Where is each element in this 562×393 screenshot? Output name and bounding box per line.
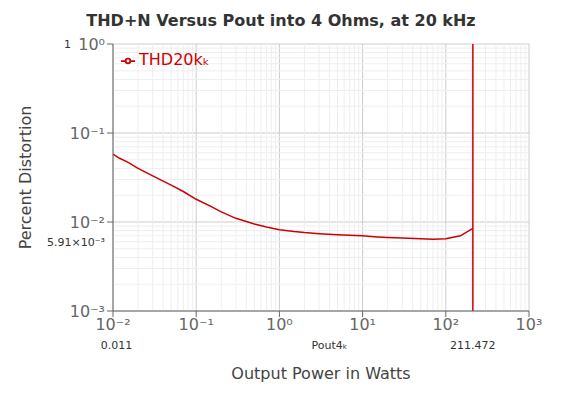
html-text:THD+N Versus Pout into 4 Ohms,: THD+N Versus Pout into 4 Ohms, at 20 kHz (86, 11, 476, 30)
svg-text:10²: 10² (432, 315, 459, 334)
svg-text:10⁻¹: 10⁻¹ (70, 124, 105, 143)
svg-text:10⁻¹: 10⁻¹ (179, 315, 214, 334)
svg-text:5.91×10⁻³: 5.91×10⁻³ (47, 236, 105, 249)
svg-text:10⁻²: 10⁻² (95, 315, 131, 335)
svg-text:0.011: 0.011 (101, 339, 133, 352)
svg-text:10⁻²: 10⁻² (70, 213, 105, 232)
svg-text:Output Power in Watts: Output Power in Watts (231, 364, 410, 383)
svg-text:211.472: 211.472 (450, 339, 496, 352)
svg-text:10³: 10³ (516, 315, 543, 334)
svg-text:Pout4ₖ: Pout4ₖ (312, 339, 348, 352)
svg-text:10¹: 10¹ (349, 315, 376, 334)
svg-text:10⁻³: 10⁻³ (70, 302, 105, 321)
svg-text:Percent Distortion: Percent Distortion (16, 106, 35, 250)
svg-text:10⁰: 10⁰ (78, 35, 105, 54)
svg-text:10⁰: 10⁰ (266, 315, 293, 334)
svg-text:1: 1 (64, 38, 71, 51)
html-text:THD20kₖ: THD20kₖ (139, 50, 210, 69)
